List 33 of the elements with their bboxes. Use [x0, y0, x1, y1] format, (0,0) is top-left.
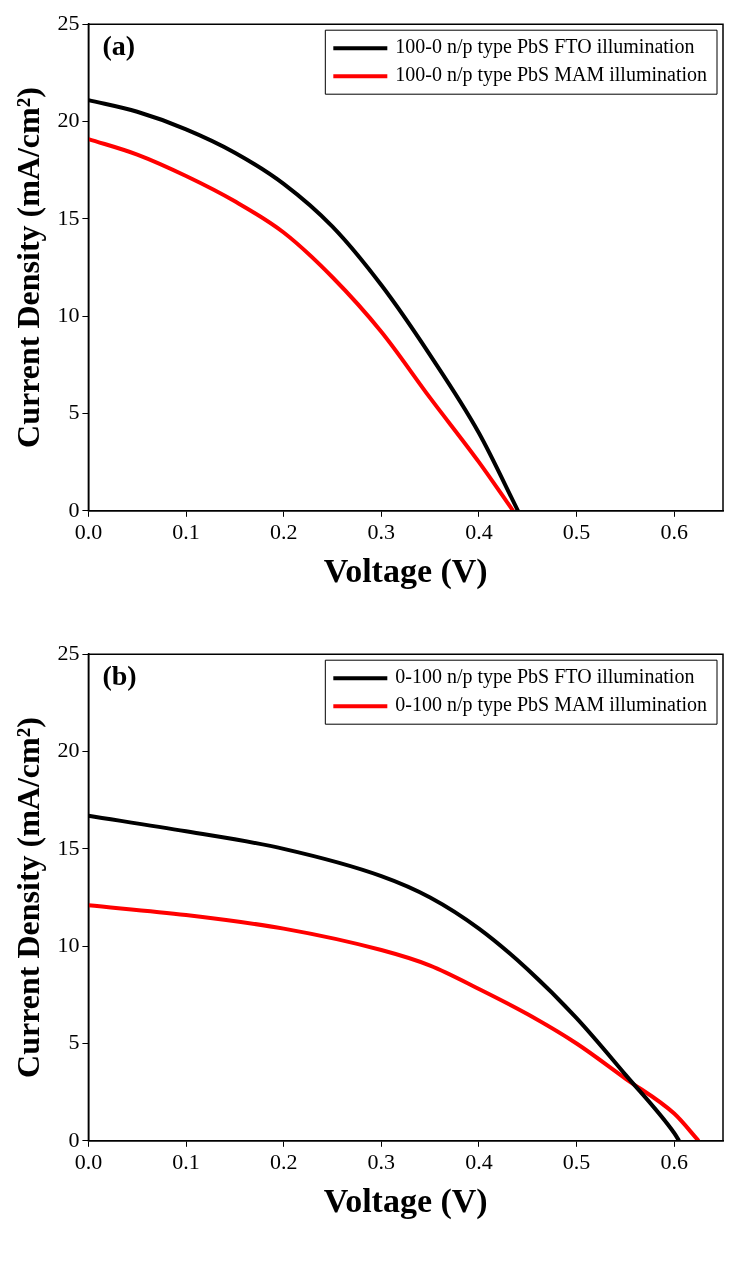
y-tick-label: 25: [57, 9, 80, 35]
y-axis-title: Current Density (mA/cm²): [10, 717, 47, 1078]
x-tick-label: 0.4: [465, 1148, 493, 1174]
x-tick-label: 0.4: [465, 518, 493, 544]
y-tick-label: 20: [57, 107, 80, 133]
x-tick-label: 0.5: [562, 518, 591, 544]
y-tick-label: 5: [68, 1029, 80, 1055]
x-tick-label: 0.6: [660, 518, 688, 544]
x-tick-label: 0.5: [562, 1148, 591, 1174]
x-tick-label: 0.3: [367, 518, 396, 544]
y-axis-title: Current Density (mA/cm²): [10, 87, 47, 448]
x-tick-label: 0.2: [269, 1148, 298, 1174]
annotation: (b): [102, 660, 137, 692]
legend-label: 0-100 n/p type PbS MAM illumination: [395, 693, 708, 717]
x-tick-label: 0.2: [269, 518, 298, 544]
y-tick-label: 25: [57, 639, 80, 665]
x-tick-label: 0.6: [660, 1148, 688, 1174]
line-series: [88, 903, 701, 1141]
y-tick-label: 5: [68, 399, 80, 425]
y-tick-label: 15: [57, 204, 80, 230]
x-tick-label: 0.1: [172, 518, 200, 544]
x-axis-title: Voltage (V): [323, 1182, 488, 1221]
y-tick-label: 20: [57, 737, 80, 763]
legend-label: 0-100 n/p type PbS FTO illumination: [395, 665, 695, 689]
y-tick-label: 10: [57, 301, 80, 327]
x-tick-label: 0.1: [172, 1148, 200, 1174]
legend-label: 100-0 n/p type PbS FTO illumination: [395, 35, 695, 59]
y-tick-label: 10: [57, 931, 80, 957]
x-tick-label: 0.3: [367, 1148, 396, 1174]
y-tick-label: 15: [57, 834, 80, 860]
annotation: (a): [102, 30, 136, 62]
legend-label: 100-0 n/p type PbS MAM illumination: [395, 63, 708, 87]
x-axis-title: Voltage (V): [323, 552, 488, 591]
